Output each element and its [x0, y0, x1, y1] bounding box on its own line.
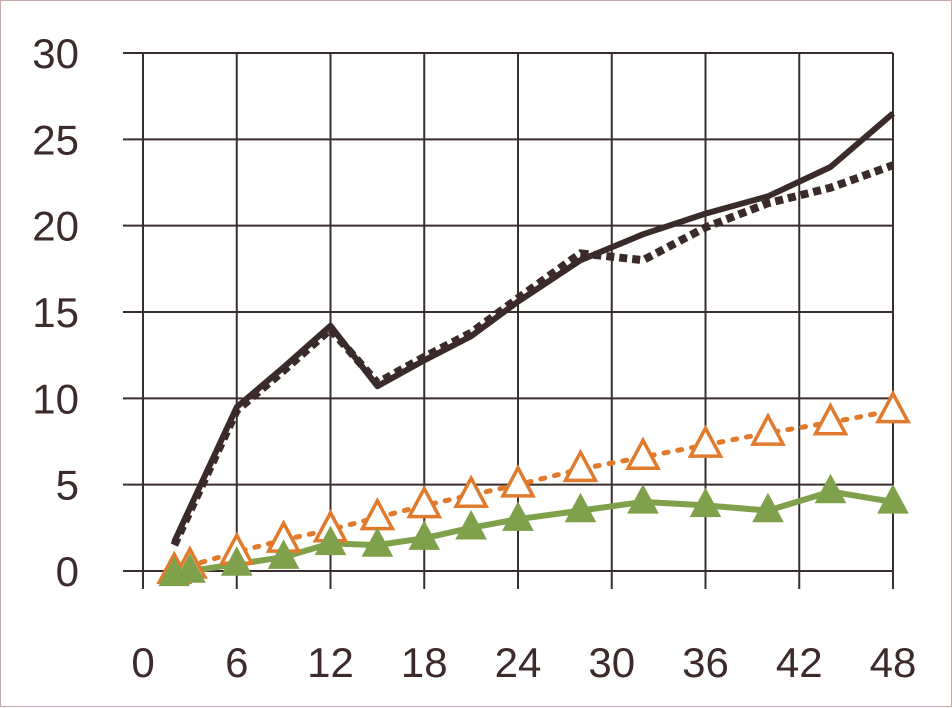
series-line	[170, 161, 895, 547]
data-point	[562, 448, 599, 483]
data-point	[687, 424, 724, 458]
data-point	[455, 509, 487, 540]
data-point	[220, 546, 253, 576]
y-tick-label: 15	[32, 289, 79, 336]
data-point	[267, 539, 300, 569]
data-point	[361, 527, 394, 557]
data-point	[564, 492, 597, 523]
data-point	[174, 553, 206, 583]
y-tick-label: 20	[32, 203, 79, 250]
data-point	[752, 492, 784, 523]
x-tick-label: 6	[225, 639, 248, 686]
data-point	[314, 525, 347, 556]
data-point	[502, 501, 534, 531]
data-point	[814, 473, 847, 504]
series-line	[171, 111, 895, 543]
x-tick-label: 36	[682, 639, 729, 686]
x-tick-label: 12	[307, 639, 354, 686]
x-tick-label: 42	[776, 639, 823, 686]
data-point	[689, 487, 722, 518]
data-point	[453, 474, 490, 508]
data-point	[408, 520, 441, 550]
tick-labels: 0 5 10 15 20 25 30 0 6 12 18 24 30 36 42 48	[32, 30, 916, 686]
data-point	[625, 436, 661, 470]
x-tick-label: 48	[870, 639, 917, 686]
y-tick-label: 25	[32, 116, 79, 163]
y-tick-label: 30	[32, 30, 79, 77]
series-layer	[170, 111, 896, 578]
data-point	[359, 496, 396, 531]
x-tick-label: 18	[401, 639, 448, 686]
y-tick-label: 10	[32, 375, 79, 422]
x-tick-label: 0	[131, 639, 154, 686]
y-tick-label: 0	[56, 548, 79, 595]
data-point	[812, 402, 849, 436]
data-point	[500, 464, 536, 498]
data-point	[627, 484, 659, 514]
x-tick-label: 24	[495, 639, 542, 686]
data-point	[750, 412, 786, 446]
data-point	[875, 389, 911, 424]
data-point	[877, 484, 909, 514]
marker-layer	[156, 389, 911, 587]
x-tick-label: 30	[588, 639, 635, 686]
y-tick-label: 5	[56, 462, 79, 509]
data-point	[406, 484, 443, 519]
